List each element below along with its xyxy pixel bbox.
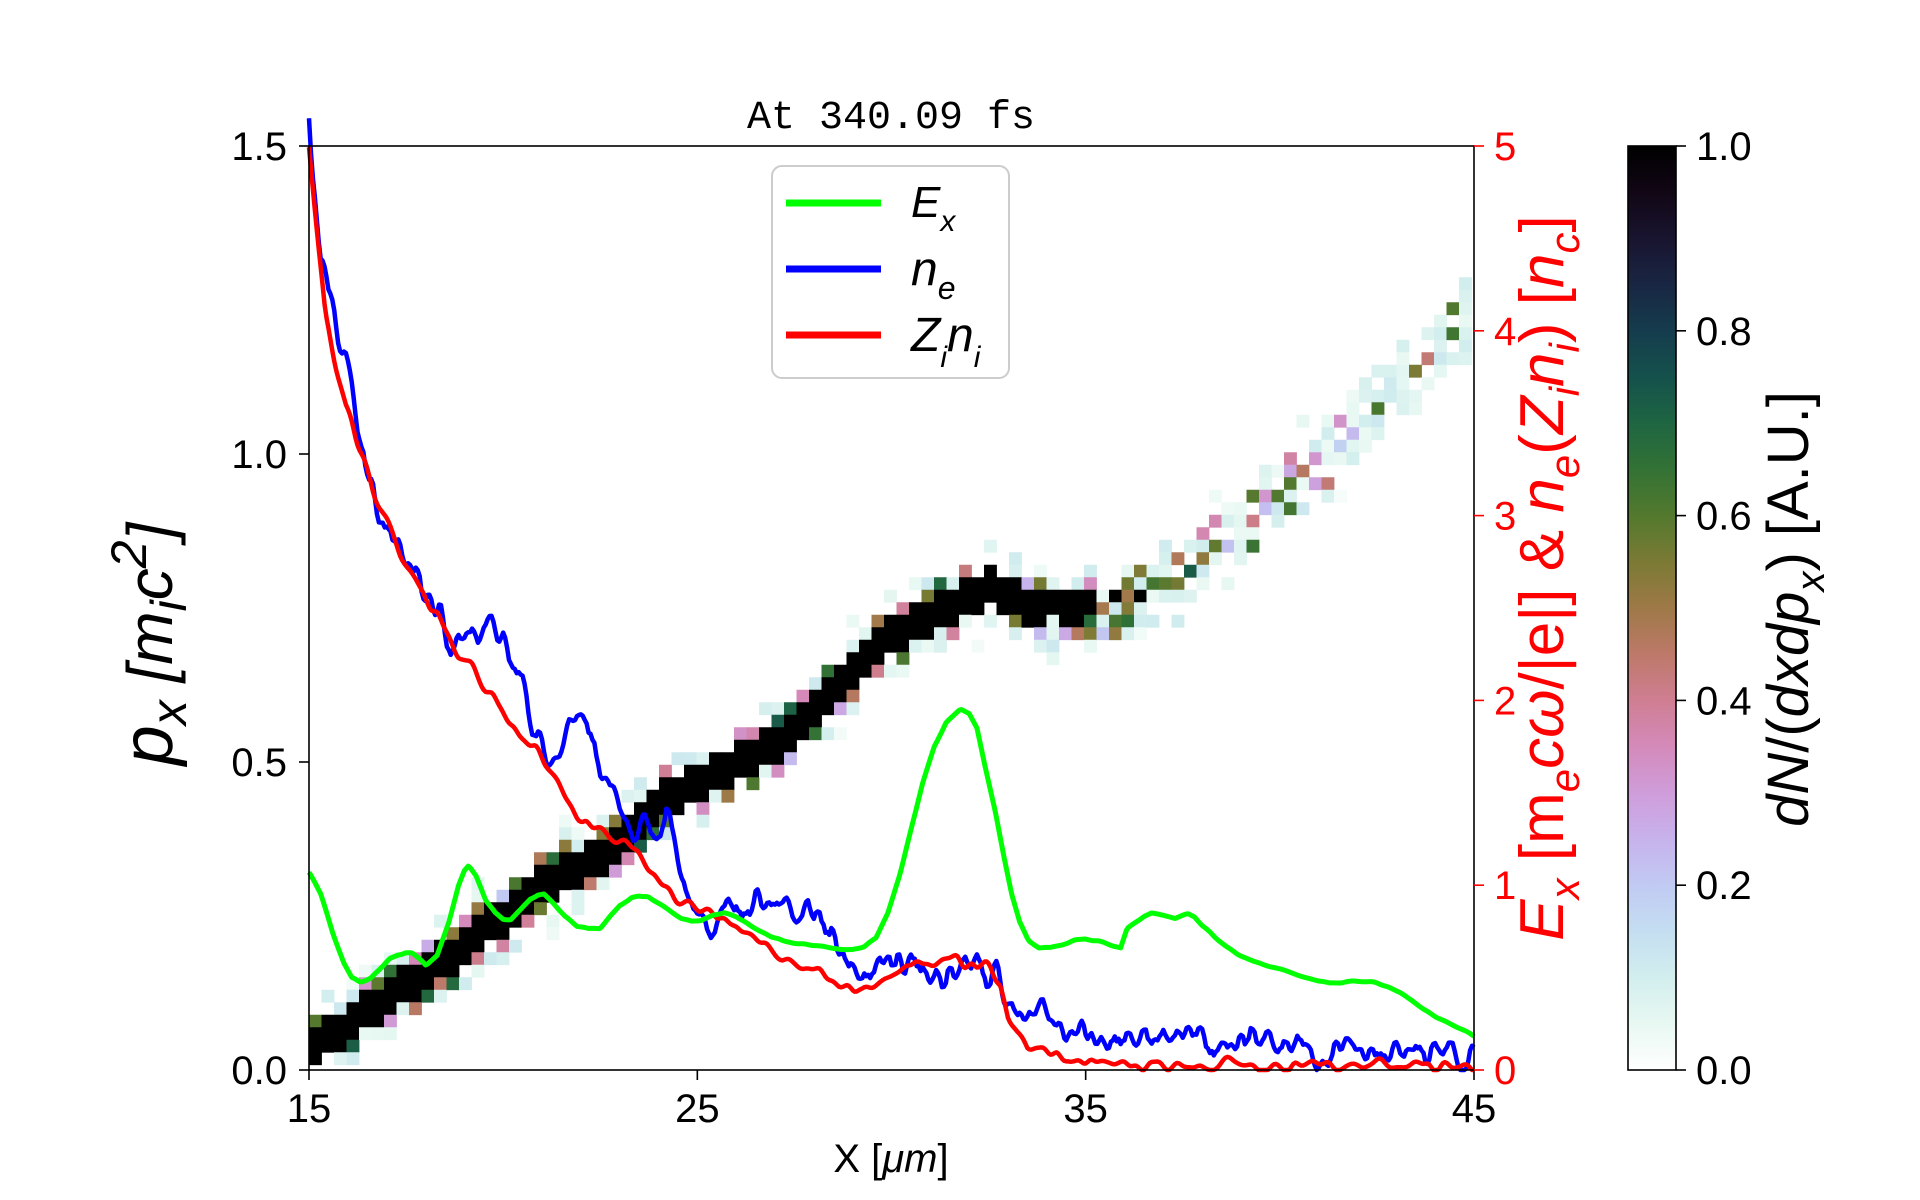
svg-text:1.5: 1.5 (231, 125, 287, 169)
svg-text:0.0: 0.0 (1696, 1049, 1752, 1093)
svg-text:1.0: 1.0 (231, 433, 287, 477)
svg-text:0.5: 0.5 (231, 741, 287, 785)
svg-text:5: 5 (1494, 125, 1516, 169)
svg-text:1.0: 1.0 (1696, 125, 1752, 169)
svg-text:0.0: 0.0 (231, 1049, 287, 1093)
svg-text:35: 35 (1063, 1087, 1108, 1131)
svg-text:Ex [mecω/|e|] & ne(Zini) [: Ex [mecω/|e|] & ne(Zini) [nc] (1508, 215, 1588, 940)
svg-text:0.4: 0.4 (1696, 679, 1752, 723)
svg-text:At 340.09 fs: At 340.09 fs (747, 96, 1035, 141)
svg-text:25: 25 (675, 1087, 720, 1131)
svg-text:45: 45 (1452, 1087, 1497, 1131)
svg-text:0.8: 0.8 (1696, 310, 1752, 354)
svg-text:0: 0 (1494, 1049, 1516, 1093)
svg-text:15: 15 (287, 1087, 332, 1131)
svg-text:0.6: 0.6 (1696, 495, 1752, 539)
svg-text:X [μm]: X [μm] (833, 1137, 948, 1181)
svg-text:0.2: 0.2 (1696, 864, 1752, 908)
